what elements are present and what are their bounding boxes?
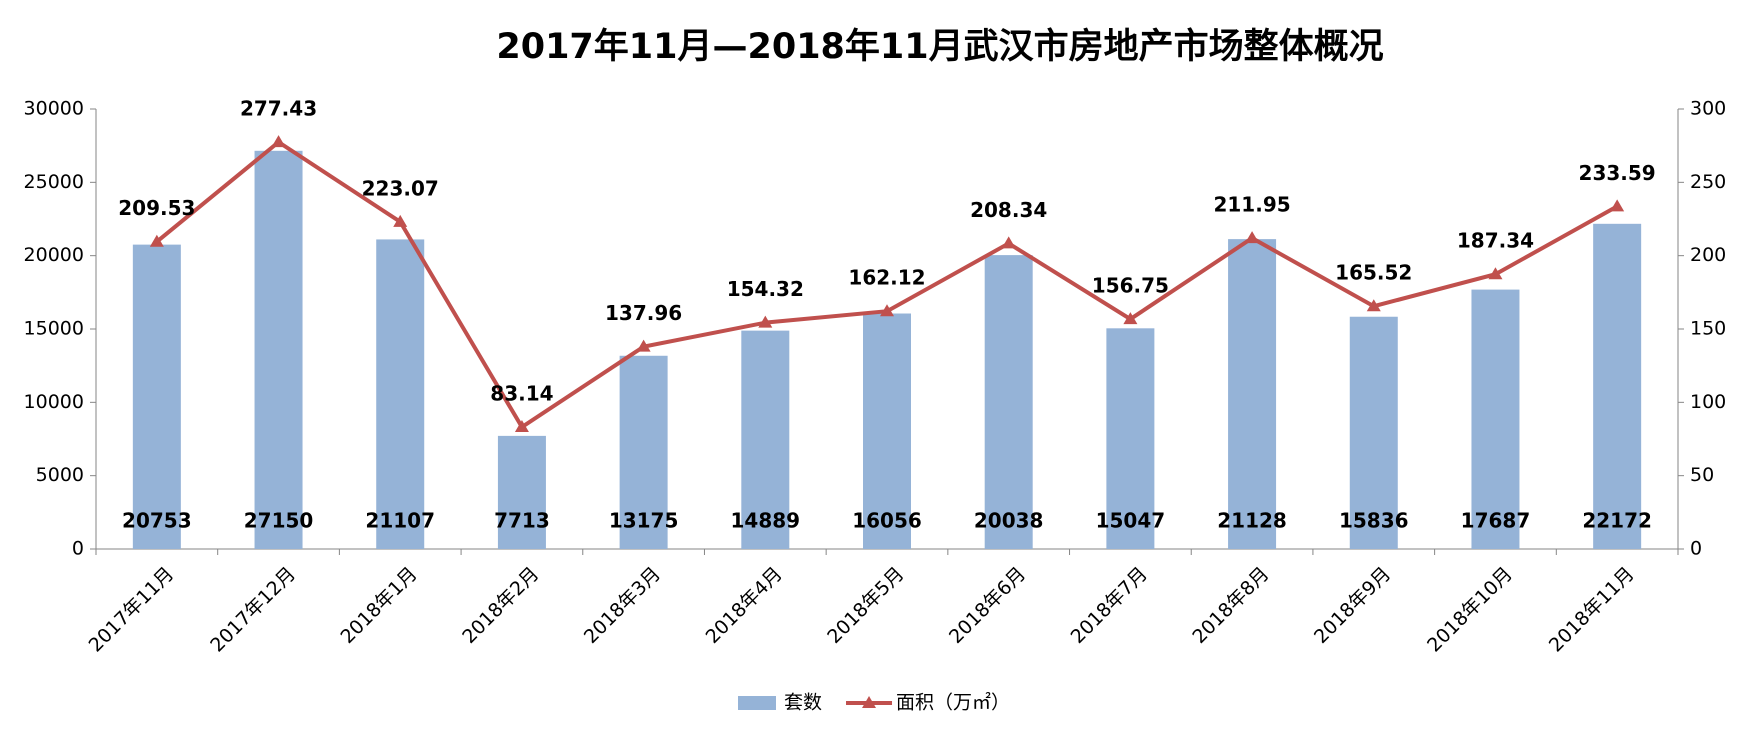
bar: [863, 313, 911, 549]
data-label: 156.75: [1092, 274, 1169, 298]
data-label: 21107: [365, 509, 435, 533]
x-tick-label: 2018年4月: [702, 563, 787, 648]
data-label: 165.52: [1335, 261, 1412, 285]
bar: [254, 150, 303, 550]
data-label: 14889: [731, 509, 801, 533]
marker: [1001, 236, 1016, 249]
y-tick-label: 20000: [24, 244, 84, 266]
data-label: 15836: [1339, 509, 1409, 533]
marker: [758, 315, 773, 328]
data-label: 7713: [494, 509, 550, 533]
y2-tick-label: 0: [1690, 538, 1702, 560]
marker: [1488, 267, 1503, 280]
data-label: 187.34: [1457, 229, 1534, 253]
data-label: 277.43: [240, 97, 317, 121]
y-tick-label: 30000: [24, 98, 84, 120]
data-label: 27150: [244, 509, 314, 533]
x-tick-label: 2018年3月: [580, 563, 665, 648]
marker: [636, 339, 651, 352]
marker: [1245, 231, 1260, 244]
y-tick-label: 10000: [24, 391, 84, 413]
marker: [1610, 199, 1625, 212]
data-label: 209.53: [118, 196, 195, 220]
y2-tick-label: 50: [1690, 464, 1714, 486]
x-tick-label: 2018年9月: [1310, 563, 1395, 648]
data-label: 208.34: [970, 198, 1047, 222]
legend-label: 套数: [784, 692, 822, 714]
data-label: 154.32: [727, 277, 804, 301]
bar: [1349, 316, 1398, 549]
legend-marker: [862, 696, 877, 708]
x-tick-label: 2018年1月: [336, 563, 421, 648]
data-label: 223.07: [362, 176, 439, 200]
y-tick-label: 5000: [36, 464, 84, 486]
y2-tick-label: 100: [1690, 391, 1726, 413]
data-label: 162.12: [848, 266, 925, 290]
x-tick-label: 2018年7月: [1067, 563, 1152, 648]
x-tick-label: 2018年6月: [945, 563, 1030, 648]
data-label: 15047: [1096, 509, 1166, 533]
bar: [1471, 289, 1520, 549]
bar: [741, 330, 790, 549]
bar: [132, 244, 181, 549]
bar: [497, 435, 546, 549]
data-label: 20753: [122, 509, 192, 533]
marker: [1123, 312, 1138, 325]
x-tick-label: 2017年11月: [85, 563, 179, 657]
marker: [149, 234, 164, 247]
chart-title: 2017年11月—2018年11月武汉市房地产市场整体概况: [496, 27, 1383, 67]
x-tick-label: 2018年11月: [1545, 563, 1639, 657]
data-label: 83.14: [490, 382, 553, 406]
data-label: 22172: [1582, 509, 1652, 533]
y2-tick-label: 250: [1690, 171, 1726, 193]
marker: [880, 304, 894, 317]
bar: [619, 355, 668, 549]
data-label: 21128: [1217, 509, 1287, 533]
data-label: 211.95: [1213, 193, 1290, 217]
x-tick-label: 2018年10月: [1423, 563, 1517, 657]
x-tick-label: 2017年12月: [206, 563, 300, 657]
y2-tick-label: 300: [1690, 98, 1726, 120]
y2-tick-label: 150: [1690, 318, 1726, 340]
marker: [514, 420, 529, 433]
y2-tick-label: 200: [1690, 244, 1726, 266]
legend-swatch: [738, 696, 776, 710]
marker: [393, 214, 408, 227]
data-label: 20038: [974, 509, 1044, 533]
x-tick-label: 2018年5月: [823, 563, 908, 648]
bar: [1106, 328, 1155, 549]
marker: [271, 135, 286, 148]
bar: [1593, 223, 1642, 549]
data-label: 16056: [852, 509, 922, 533]
bar: [376, 239, 425, 549]
legend-label: 面积（万㎡）: [896, 691, 1010, 714]
y-tick-label: 15000: [24, 318, 84, 340]
bar: [1228, 239, 1277, 549]
data-label: 233.59: [1579, 161, 1656, 185]
y-tick-label: 25000: [24, 171, 84, 193]
data-label: 17687: [1461, 509, 1531, 533]
data-label: 137.96: [605, 301, 682, 325]
marker: [1366, 299, 1381, 312]
x-tick-label: 2018年2月: [458, 563, 543, 648]
bar: [984, 255, 1033, 550]
y-tick-label: 0: [72, 538, 84, 560]
x-tick-label: 2018年8月: [1188, 563, 1273, 648]
data-label: 13175: [609, 509, 679, 533]
